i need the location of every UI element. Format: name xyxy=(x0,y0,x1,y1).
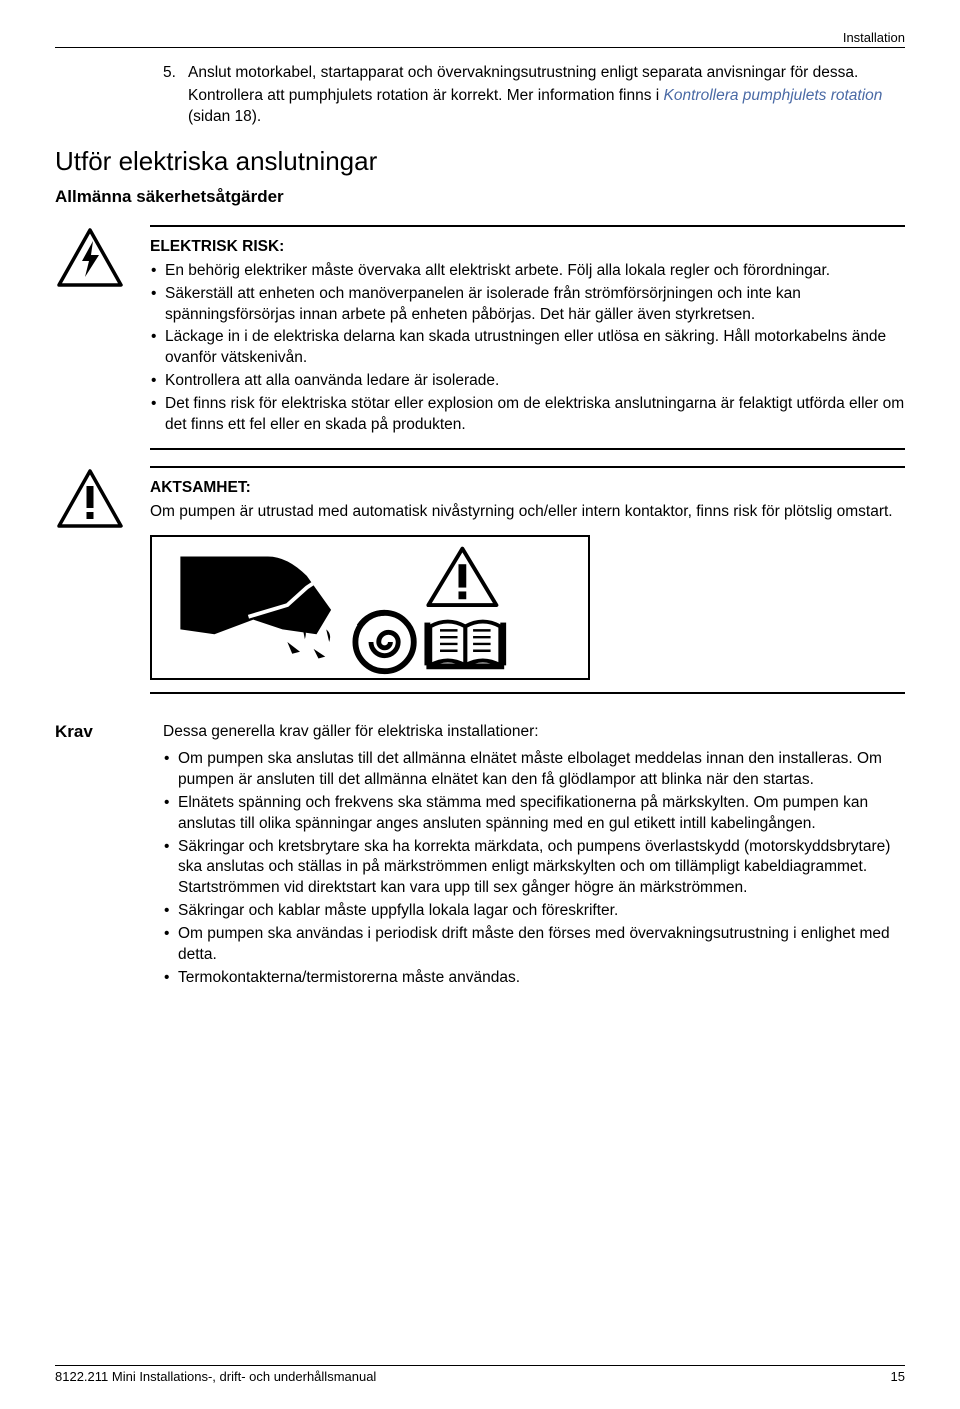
section-title: Utför elektriska anslutningar xyxy=(55,146,905,177)
list-item: Termokontakterna/termistorerna måste anv… xyxy=(163,968,905,989)
list-item: Det finns risk för elektriska stötar ell… xyxy=(150,394,905,436)
step-text-2a: Kontrollera att pumphjulets rotation är … xyxy=(188,87,664,104)
list-item: Säkringar och kretsbrytare ska ha korrek… xyxy=(163,837,905,900)
caution-content: AKTSAMHET: Om pumpen är utrustad med aut… xyxy=(150,466,905,694)
electrical-risk-heading: ELEKTRISK RISK: xyxy=(150,237,905,258)
list-item: Säkringar och kablar måste uppfylla loka… xyxy=(163,901,905,922)
footer: 8122.211 Mini Installations-, drift- och… xyxy=(55,1365,905,1384)
electrical-risk-content: ELEKTRISK RISK: En behörig elektriker må… xyxy=(150,225,905,450)
requirements-section: Krav Dessa generella krav gäller för ele… xyxy=(55,722,905,991)
list-item: Om pumpen ska användas i periodisk drift… xyxy=(163,924,905,966)
caution-block: AKTSAMHET: Om pumpen är utrustad med aut… xyxy=(55,466,905,694)
requirements-intro: Dessa generella krav gäller för elektris… xyxy=(163,722,905,743)
safety-pictogram xyxy=(150,535,590,680)
step-text-2: Kontrollera att pumphjulets rotation är … xyxy=(188,86,905,128)
cross-reference: Kontrollera pumphjulets rotation xyxy=(664,87,883,104)
step-5: 5.Anslut motorkabel, startapparat och öv… xyxy=(163,63,905,128)
warning-bottom-rule xyxy=(150,692,905,694)
caution-text: Om pumpen är utrustad med automatisk niv… xyxy=(150,502,905,523)
caution-icon xyxy=(55,466,150,694)
header-section: Installation xyxy=(55,30,905,45)
electrical-risk-list: En behörig elektriker måste övervaka all… xyxy=(150,261,905,436)
footer-page: 15 xyxy=(891,1369,905,1384)
list-item: En behörig elektriker måste övervaka all… xyxy=(150,261,905,282)
list-item: Om pumpen ska anslutas till det allmänna… xyxy=(163,749,905,791)
step-number: 5. xyxy=(163,63,188,84)
footer-doc: 8122.211 Mini Installations-, drift- och… xyxy=(55,1369,376,1384)
requirements-label: Krav xyxy=(55,722,163,991)
caution-heading: AKTSAMHET: xyxy=(150,478,905,499)
step-text-1: Anslut motorkabel, startapparat och över… xyxy=(188,64,858,81)
warning-bottom-rule xyxy=(150,448,905,450)
step-text-2b: (sidan 18). xyxy=(188,108,261,125)
list-item: Läckage in i de elektriska delarna kan s… xyxy=(150,327,905,369)
requirements-content: Dessa generella krav gäller för elektris… xyxy=(163,722,905,991)
electrical-risk-block: ELEKTRISK RISK: En behörig elektriker må… xyxy=(55,225,905,450)
list-item: Elnätets spänning och frekvens ska stämm… xyxy=(163,793,905,835)
list-item: Säkerställ att enheten och manöverpanele… xyxy=(150,284,905,326)
electrical-risk-icon xyxy=(55,225,150,450)
subsection-title: Allmänna säkerhetsåtgärder xyxy=(55,187,905,207)
requirements-list: Om pumpen ska anslutas till det allmänna… xyxy=(163,749,905,989)
top-rule xyxy=(55,47,905,48)
list-item: Kontrollera att alla oanvända ledare är … xyxy=(150,371,905,392)
